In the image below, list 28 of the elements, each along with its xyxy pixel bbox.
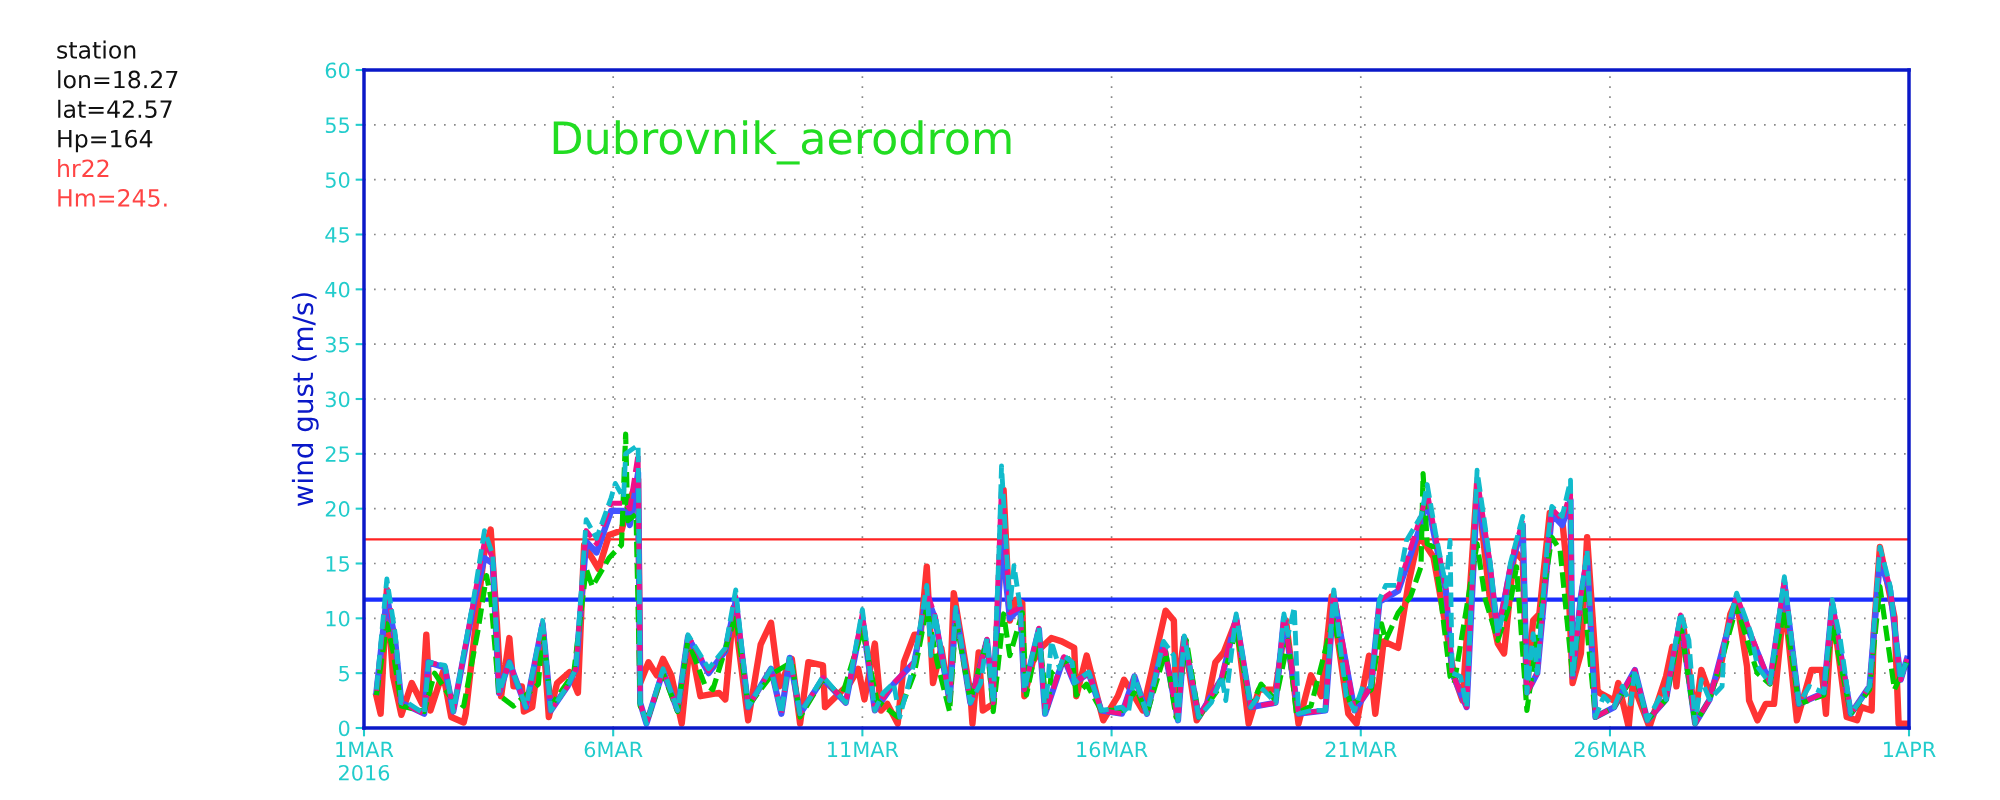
y-axis-title: wind gust (m/s) [291, 293, 319, 507]
text: Hp=164 [58, 129, 153, 153]
x-tick-label: 21MAR [1325, 741, 1397, 758]
x-tick-label: 6MAR [584, 741, 643, 758]
y-tick-label: 50 [325, 172, 350, 188]
text: hr22 [58, 158, 109, 177]
y-tick-label: 20 [325, 501, 350, 517]
y-tick-label: 55 [325, 117, 349, 134]
x-tick-label: 16MAR [1077, 741, 1148, 758]
y-tick-label: 0 [338, 720, 350, 737]
y-tick-label: 40 [325, 281, 350, 298]
y-tick-label: 5 [339, 665, 349, 682]
text: Dubrovnik_aerodrom [553, 120, 1011, 165]
y-tick-label: 30 [325, 391, 350, 408]
y-tick-label: 25 [325, 446, 349, 463]
y-tick-label: 10 [326, 610, 350, 627]
y-tick-label: 15 [326, 556, 349, 572]
y-tick-label: 45 [325, 227, 349, 243]
y-tick-label: 60 [325, 62, 350, 79]
text: lon=18.27 [58, 70, 178, 89]
text: station [57, 40, 136, 59]
y-tick-label: 35 [325, 336, 349, 353]
x-tick-label: 26MAR [1574, 741, 1646, 758]
text: lat=42.57 [58, 99, 172, 119]
x-tick-label: 1APR [1884, 741, 1936, 758]
x-tick-label: 11MAR [828, 741, 899, 758]
text: Hm=245. [58, 188, 167, 207]
x-tick-label: 1MAR 2016 [336, 741, 394, 781]
